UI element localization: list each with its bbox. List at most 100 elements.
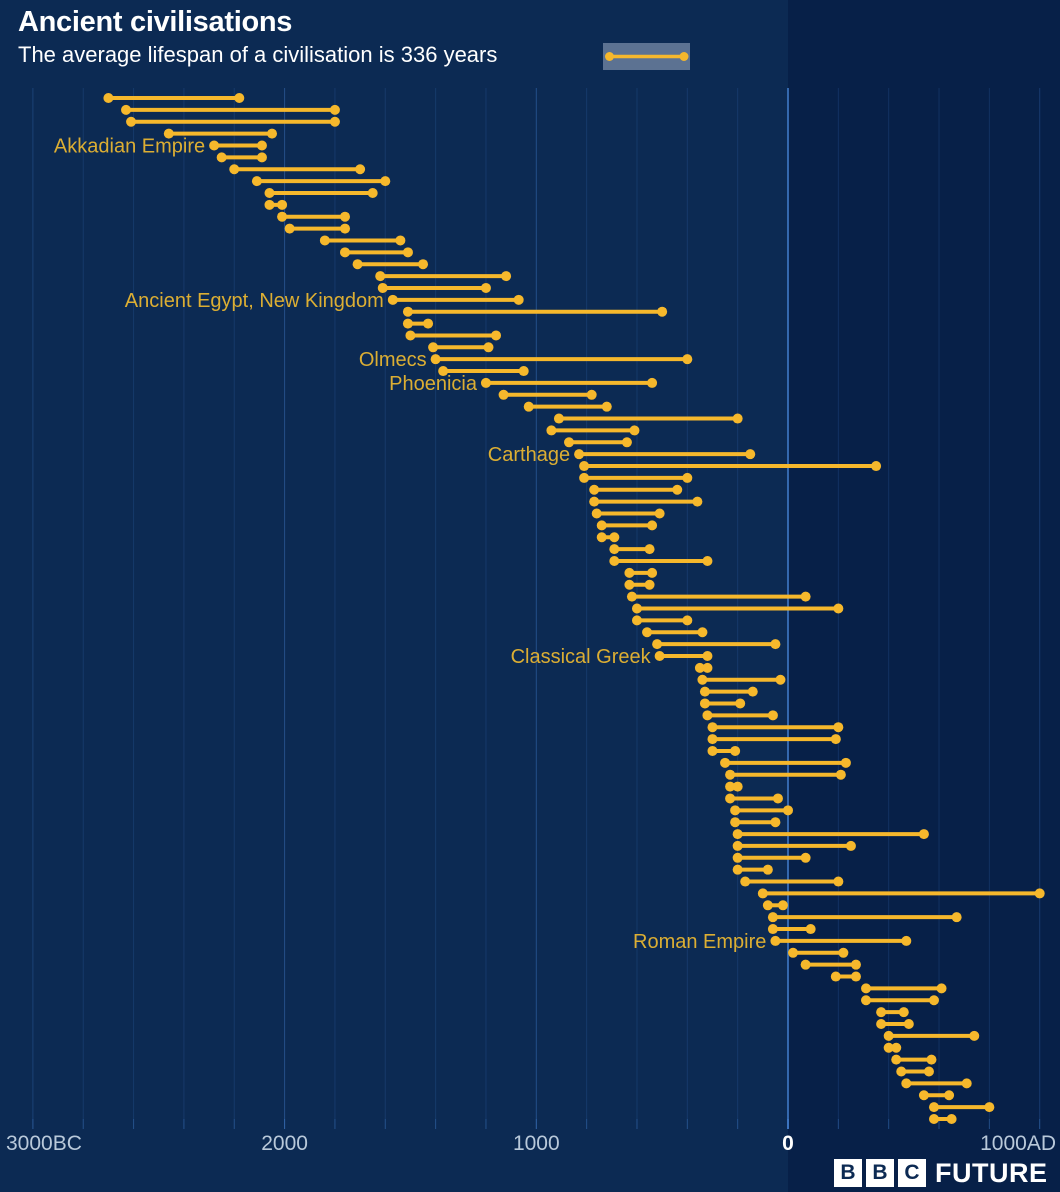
bar-start-dot bbox=[405, 330, 416, 341]
bar-end-dot bbox=[1034, 888, 1045, 899]
bar-start-dot bbox=[757, 888, 768, 899]
bar-end-dot bbox=[629, 425, 640, 436]
bar-start-dot bbox=[553, 413, 564, 424]
bar-start-dot bbox=[732, 864, 743, 875]
bar-start-dot bbox=[762, 900, 773, 911]
bar-start-dot bbox=[251, 176, 262, 187]
bar-end-dot bbox=[833, 722, 844, 733]
bar-start-dot bbox=[707, 734, 718, 745]
bar-end-dot bbox=[647, 377, 658, 388]
bar-start-dot bbox=[631, 615, 642, 626]
bar-start-dot bbox=[121, 104, 132, 115]
page-subtitle: The average lifespan of a civilisation i… bbox=[18, 42, 498, 67]
bar-end-dot bbox=[845, 840, 856, 851]
bar-end-dot bbox=[923, 1066, 934, 1077]
bar-end-dot bbox=[850, 959, 861, 970]
bar-end-dot bbox=[840, 757, 851, 768]
bar-end-dot bbox=[770, 639, 781, 650]
bar-end-dot bbox=[329, 116, 340, 127]
bar-end-dot bbox=[969, 1030, 980, 1041]
bar-start-dot bbox=[428, 342, 439, 353]
bar-end-dot bbox=[480, 282, 491, 293]
ad-era-band bbox=[788, 0, 1060, 1192]
bar-end-dot bbox=[702, 662, 713, 673]
bbc-block-letter: B bbox=[834, 1159, 862, 1187]
bar-end-dot bbox=[961, 1078, 972, 1089]
bar-end-dot bbox=[647, 567, 658, 578]
bar-start-dot bbox=[340, 247, 351, 258]
bar-start-dot bbox=[277, 211, 288, 222]
bar-end-dot bbox=[586, 389, 597, 400]
bar-start-dot bbox=[725, 793, 736, 804]
bar-start-dot bbox=[720, 757, 731, 768]
bar-end-dot bbox=[800, 591, 811, 602]
bar-start-dot bbox=[402, 306, 413, 317]
bar-start-dot bbox=[609, 544, 620, 555]
bar-start-dot bbox=[402, 318, 413, 329]
bar-end-dot bbox=[267, 128, 278, 139]
bar-start-dot bbox=[928, 1113, 939, 1124]
bar-end-dot bbox=[767, 710, 778, 721]
bar-start-dot bbox=[624, 579, 635, 590]
bar-end-dot bbox=[830, 734, 841, 745]
bar-start-dot bbox=[624, 567, 635, 578]
bar-start-dot bbox=[699, 698, 710, 709]
bar-start-dot bbox=[730, 817, 741, 828]
bar-end-dot bbox=[501, 271, 512, 282]
bar-start-dot bbox=[800, 959, 811, 970]
civilisation-label: Roman Empire bbox=[633, 931, 766, 953]
bar-start-dot bbox=[654, 650, 665, 661]
bar-start-dot bbox=[264, 199, 275, 210]
bar-start-dot bbox=[631, 603, 642, 614]
bar-start-dot bbox=[642, 627, 653, 638]
bar-end-dot bbox=[747, 686, 758, 697]
bar-end-dot bbox=[234, 93, 245, 103]
bar-start-dot bbox=[652, 639, 663, 650]
bar-end-dot bbox=[903, 1019, 914, 1030]
bar-start-dot bbox=[589, 484, 600, 495]
bar-start-dot bbox=[589, 496, 600, 507]
bar-start-dot bbox=[732, 840, 743, 851]
civilisation-label: Ancient Egypt, New Kingdom bbox=[125, 290, 384, 312]
bar-end-dot bbox=[402, 247, 413, 258]
bar-end-dot bbox=[730, 745, 741, 756]
bar-start-dot bbox=[596, 520, 607, 531]
axis-tick-label: 3000BC bbox=[6, 1132, 82, 1155]
bar-start-dot bbox=[707, 722, 718, 733]
bar-end-dot bbox=[944, 1090, 955, 1101]
bar-start-dot bbox=[699, 686, 710, 697]
bar-end-dot bbox=[891, 1042, 902, 1053]
bar-end-dot bbox=[609, 532, 620, 543]
bar-end-dot bbox=[355, 164, 366, 175]
bar-start-dot bbox=[767, 924, 778, 935]
bar-end-dot bbox=[732, 781, 743, 792]
bar-end-dot bbox=[329, 104, 340, 115]
bar-end-dot bbox=[805, 924, 816, 935]
bar-end-dot bbox=[682, 354, 693, 365]
bar-start-dot bbox=[609, 556, 620, 567]
bar-end-dot bbox=[692, 496, 703, 507]
bar-end-dot bbox=[835, 769, 846, 780]
bar-end-dot bbox=[735, 698, 746, 709]
bbc-block-letter: B bbox=[866, 1159, 894, 1187]
legend-dot bbox=[679, 52, 689, 61]
bar-end-dot bbox=[672, 484, 683, 495]
axis-tick-label: 0 bbox=[782, 1132, 794, 1155]
civilisation-label: Olmecs bbox=[359, 349, 427, 371]
bar-start-dot bbox=[876, 1019, 887, 1030]
bar-end-dot bbox=[256, 152, 267, 163]
bar-start-dot bbox=[928, 1102, 939, 1113]
bar-end-dot bbox=[838, 947, 849, 958]
bar-start-dot bbox=[103, 93, 114, 103]
bar-start-dot bbox=[126, 116, 137, 127]
bar-start-dot bbox=[861, 995, 872, 1006]
bar-end-dot bbox=[340, 211, 351, 222]
bar-start-dot bbox=[770, 935, 781, 946]
bar-end-dot bbox=[423, 318, 434, 329]
bar-start-dot bbox=[896, 1066, 907, 1077]
bar-end-dot bbox=[644, 544, 655, 555]
bar-start-dot bbox=[579, 461, 590, 472]
bar-start-dot bbox=[730, 805, 741, 816]
bar-end-dot bbox=[647, 520, 658, 531]
